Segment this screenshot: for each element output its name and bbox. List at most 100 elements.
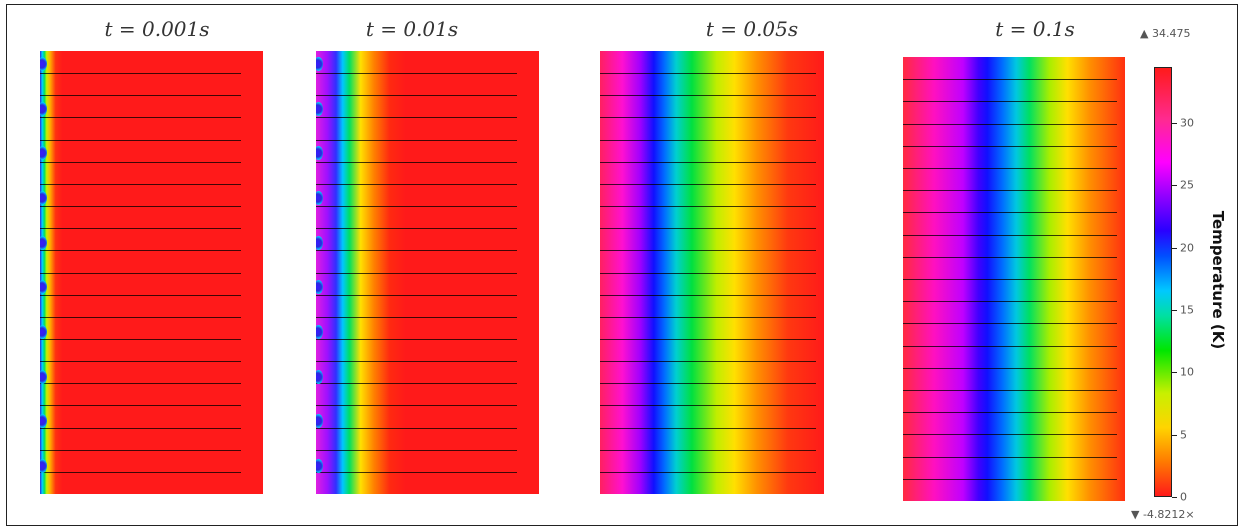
colorbar-tick-label: 15 bbox=[1180, 303, 1194, 317]
layer-boundary-line bbox=[316, 450, 517, 451]
layer-boundary-line bbox=[40, 250, 241, 251]
layer-boundary-line bbox=[600, 184, 816, 185]
layer-boundary-line bbox=[600, 361, 816, 362]
layer-boundary-line bbox=[903, 190, 1117, 191]
layer-boundary-line bbox=[600, 428, 816, 429]
heat-source-dot bbox=[40, 102, 47, 116]
layer-boundary-line bbox=[600, 140, 816, 141]
layer-boundary-line bbox=[316, 361, 517, 362]
heat-source-dot bbox=[316, 146, 323, 160]
layer-boundary-line bbox=[316, 228, 517, 229]
colorbar-tick bbox=[1172, 185, 1177, 186]
layer-boundary-line bbox=[600, 339, 816, 340]
layer-boundary-line bbox=[600, 317, 816, 318]
colorbar-tick bbox=[1172, 435, 1177, 436]
panel-title-1: t = 0.001s bbox=[104, 17, 210, 41]
layer-boundary-line bbox=[40, 472, 241, 473]
colorbar-tick bbox=[1172, 372, 1177, 373]
colorbar-tick bbox=[1172, 248, 1177, 249]
colorbar-tick bbox=[1172, 123, 1177, 124]
layer-boundary-line bbox=[903, 368, 1117, 369]
layer-boundary-line bbox=[903, 279, 1117, 280]
layer-boundary-line bbox=[903, 479, 1117, 480]
layer-boundary-line bbox=[903, 101, 1117, 102]
layer-boundary-line bbox=[903, 235, 1117, 236]
layer-boundary-line bbox=[316, 73, 517, 74]
layer-boundary-line bbox=[316, 339, 517, 340]
heat-source-dot bbox=[316, 370, 323, 384]
layer-boundary-line bbox=[316, 472, 517, 473]
heat-source-dot bbox=[40, 146, 47, 160]
layer-boundary-line bbox=[600, 383, 816, 384]
layer-boundary-line bbox=[903, 257, 1117, 258]
layer-boundary-line bbox=[40, 295, 241, 296]
layer-boundary-line bbox=[316, 95, 517, 96]
heat-source-dot bbox=[40, 414, 47, 428]
layer-boundary-line bbox=[316, 317, 517, 318]
layer-boundary-line bbox=[600, 228, 816, 229]
layer-boundary-line bbox=[903, 457, 1117, 458]
colorbar bbox=[1154, 67, 1172, 497]
temperature-field-panel-4 bbox=[903, 57, 1125, 501]
layer-boundary-line bbox=[40, 273, 241, 274]
layer-boundary-line bbox=[40, 140, 241, 141]
layer-boundary-line bbox=[40, 117, 241, 118]
layer-boundary-line bbox=[600, 162, 816, 163]
colorbar-tick-label: 5 bbox=[1180, 428, 1187, 442]
heat-source-dot bbox=[40, 191, 47, 205]
panel-title-4: t = 0.1s bbox=[995, 17, 1075, 41]
temperature-field-panel-2 bbox=[316, 51, 539, 494]
layer-boundary-line bbox=[903, 212, 1117, 213]
layer-boundary-line bbox=[316, 206, 517, 207]
layer-boundary-line bbox=[600, 472, 816, 473]
layer-boundary-line bbox=[600, 450, 816, 451]
heat-source-dot bbox=[316, 325, 323, 339]
layer-boundary-line bbox=[40, 184, 241, 185]
layer-boundary-line bbox=[40, 405, 241, 406]
panel-title-3: t = 0.05s bbox=[705, 17, 799, 41]
layer-boundary-line bbox=[40, 162, 241, 163]
temperature-field-panel-3 bbox=[600, 51, 824, 494]
layer-boundary-line bbox=[316, 405, 517, 406]
colorbar-min-label: ▼ -4.8212× bbox=[1131, 508, 1195, 521]
panel-title-2: t = 0.01s bbox=[365, 17, 459, 41]
heat-source-dot bbox=[316, 57, 323, 71]
heat-source-dot bbox=[40, 459, 47, 473]
heat-source-dot bbox=[316, 280, 323, 294]
temperature-field-panel-1 bbox=[40, 51, 263, 494]
layer-boundary-line bbox=[903, 323, 1117, 324]
layer-boundary-line bbox=[903, 124, 1117, 125]
layer-boundary-line bbox=[40, 317, 241, 318]
layer-boundary-line bbox=[316, 428, 517, 429]
heat-source-dot bbox=[40, 280, 47, 294]
layer-boundary-line bbox=[316, 162, 517, 163]
layer-boundary-line bbox=[40, 228, 241, 229]
layer-boundary-line bbox=[600, 295, 816, 296]
heat-source-dot bbox=[40, 325, 47, 339]
layer-boundary-line bbox=[903, 168, 1117, 169]
colorbar-max-label: ▲ 34.475 bbox=[1140, 27, 1191, 40]
layer-boundary-line bbox=[600, 73, 816, 74]
heat-source-dot bbox=[40, 236, 47, 250]
layer-boundary-line bbox=[40, 428, 241, 429]
heat-source-dot bbox=[316, 459, 323, 473]
colorbar-tick-label: 25 bbox=[1180, 178, 1194, 192]
heat-source-dot bbox=[40, 57, 47, 71]
colorbar-tick bbox=[1172, 310, 1177, 311]
layer-boundary-line bbox=[903, 412, 1117, 413]
heat-source-dot bbox=[316, 191, 323, 205]
layer-boundary-line bbox=[903, 79, 1117, 80]
layer-boundary-line bbox=[316, 184, 517, 185]
layer-boundary-line bbox=[903, 146, 1117, 147]
layer-boundary-line bbox=[40, 450, 241, 451]
heat-source-dot bbox=[40, 370, 47, 384]
colorbar-tick bbox=[1172, 497, 1177, 498]
heat-source-dot bbox=[316, 414, 323, 428]
layer-boundary-line bbox=[600, 405, 816, 406]
colorbar-tick-label: 30 bbox=[1180, 116, 1194, 130]
layer-boundary-line bbox=[903, 346, 1117, 347]
layer-boundary-line bbox=[600, 273, 816, 274]
colorbar-title: Temperature (K) bbox=[1209, 210, 1227, 350]
layer-boundary-line bbox=[903, 301, 1117, 302]
layer-boundary-line bbox=[316, 140, 517, 141]
